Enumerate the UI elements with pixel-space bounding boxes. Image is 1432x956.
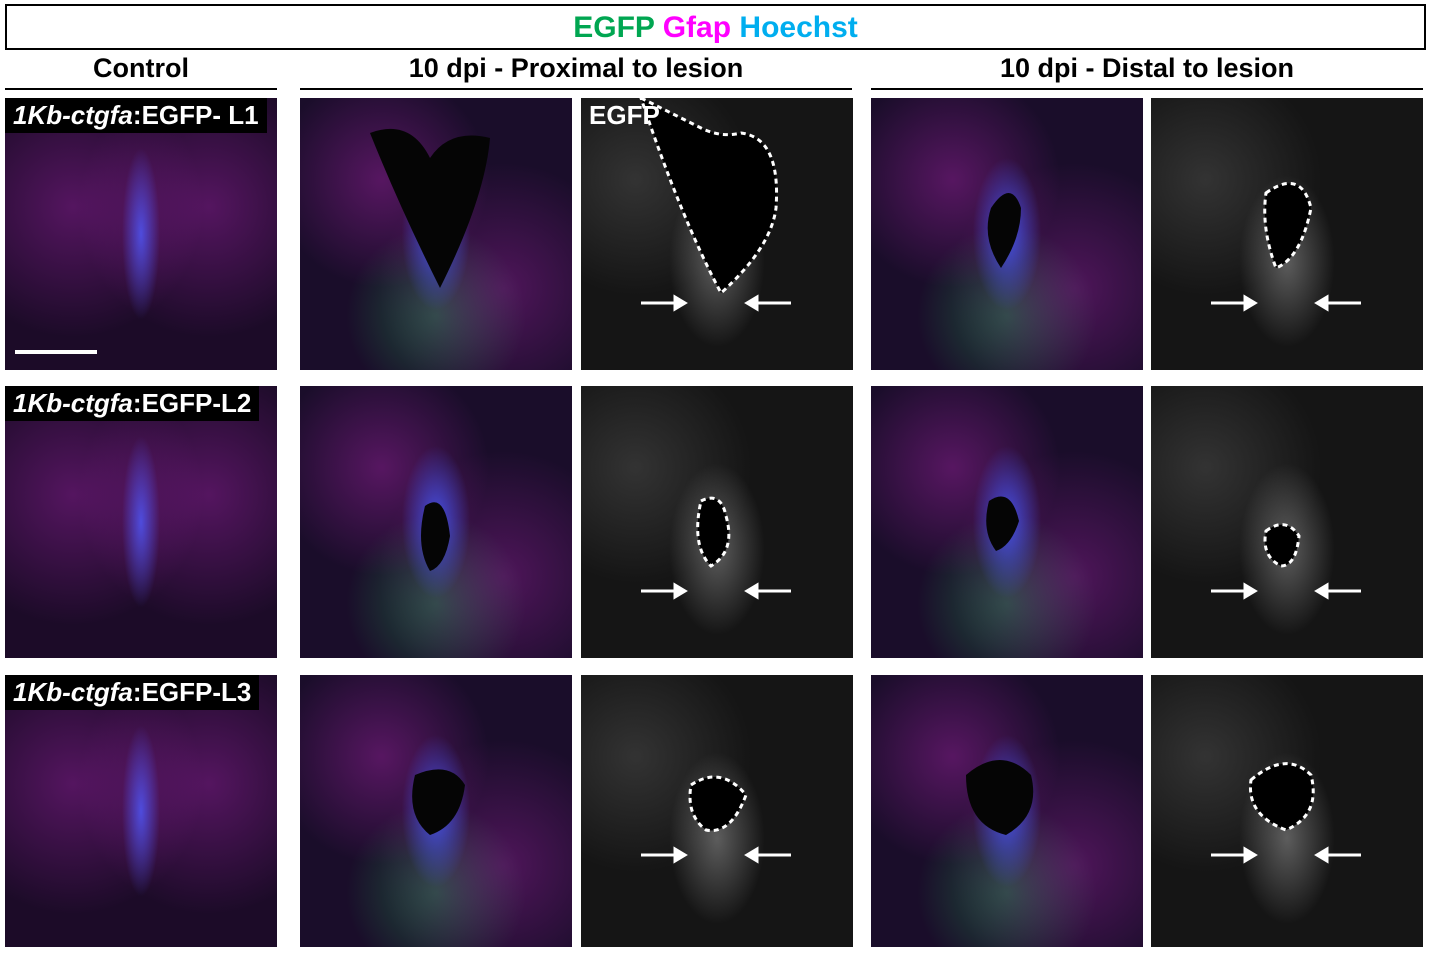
lumen: [370, 128, 490, 288]
arrow-right-icon: [1243, 294, 1258, 312]
arrows: [1211, 846, 1361, 864]
proximal-egfp-image-row3: [581, 675, 853, 947]
distal-egfp-image-row2: [1151, 386, 1423, 658]
lumen: [966, 760, 1034, 835]
arrows: [641, 846, 791, 864]
distal-merge-image-row3: [871, 675, 1143, 947]
column-header-distal: 10 dpi - Distal to lesion: [871, 50, 1423, 90]
lumen: [421, 502, 450, 571]
distal-merge-image-row2: [871, 386, 1143, 658]
proximal-egfp-image-row2: [581, 386, 853, 658]
arrow-right-icon: [673, 294, 688, 312]
arrow-left-icon: [744, 294, 759, 312]
channel-label: EGFP: [589, 100, 660, 130]
control-merge-image-row3: 1Kb-ctgfa:EGFP-L3: [5, 675, 277, 947]
arrows: [1211, 294, 1361, 312]
channel-legend: EGFP Gfap Hoechst: [5, 4, 1426, 50]
scale-bar: [15, 350, 97, 354]
arrow-right-icon: [1243, 846, 1258, 864]
distal-egfp-image-row3: [1151, 675, 1423, 947]
legend-hoechst: Hoechst: [739, 11, 858, 44]
legend-gfap: Gfap: [662, 11, 732, 44]
column-header-control: Control: [5, 50, 277, 90]
line-label: 1Kb-ctgfa:EGFP- L1: [5, 98, 267, 133]
proximal-merge-image-row1: [300, 98, 572, 370]
arrow-left-icon: [744, 582, 759, 600]
arrows: [641, 582, 791, 600]
lumen-outline: [688, 775, 748, 833]
arrow-left-icon: [1314, 294, 1329, 312]
proximal-merge-image-row2: [300, 386, 572, 658]
lumen-outline: [1248, 762, 1315, 832]
arrows: [641, 294, 791, 312]
lumen: [986, 496, 1019, 551]
arrows: [1211, 582, 1361, 600]
control-merge-image-row1: 1Kb-ctgfa:EGFP- L1: [5, 98, 277, 370]
arrow-right-icon: [1243, 582, 1258, 600]
proximal-merge-image-row3: [300, 675, 572, 947]
legend-egfp: EGFP: [573, 11, 655, 44]
arrow-right-icon: [673, 846, 688, 864]
lumen-outline: [639, 98, 779, 296]
line-label: 1Kb-ctgfa:EGFP-L2: [5, 386, 260, 421]
arrow-left-icon: [744, 846, 759, 864]
arrow-right-icon: [673, 582, 688, 600]
lumen-outline: [696, 496, 731, 568]
lumen: [412, 769, 465, 835]
distal-merge-image-row1: [871, 98, 1143, 370]
line-label: 1Kb-ctgfa:EGFP-L3: [5, 675, 260, 710]
proximal-egfp-image-row1: EGFP: [581, 98, 853, 370]
lumen: [987, 193, 1021, 268]
lumen-outline: [1263, 523, 1301, 568]
column-header-proximal: 10 dpi - Proximal to lesion: [300, 50, 852, 90]
arrow-left-icon: [1314, 846, 1329, 864]
arrow-left-icon: [1314, 582, 1329, 600]
control-merge-image-row2: 1Kb-ctgfa:EGFP-L2: [5, 386, 277, 658]
lumen-outline: [1263, 182, 1313, 270]
distal-egfp-image-row1: [1151, 98, 1423, 370]
